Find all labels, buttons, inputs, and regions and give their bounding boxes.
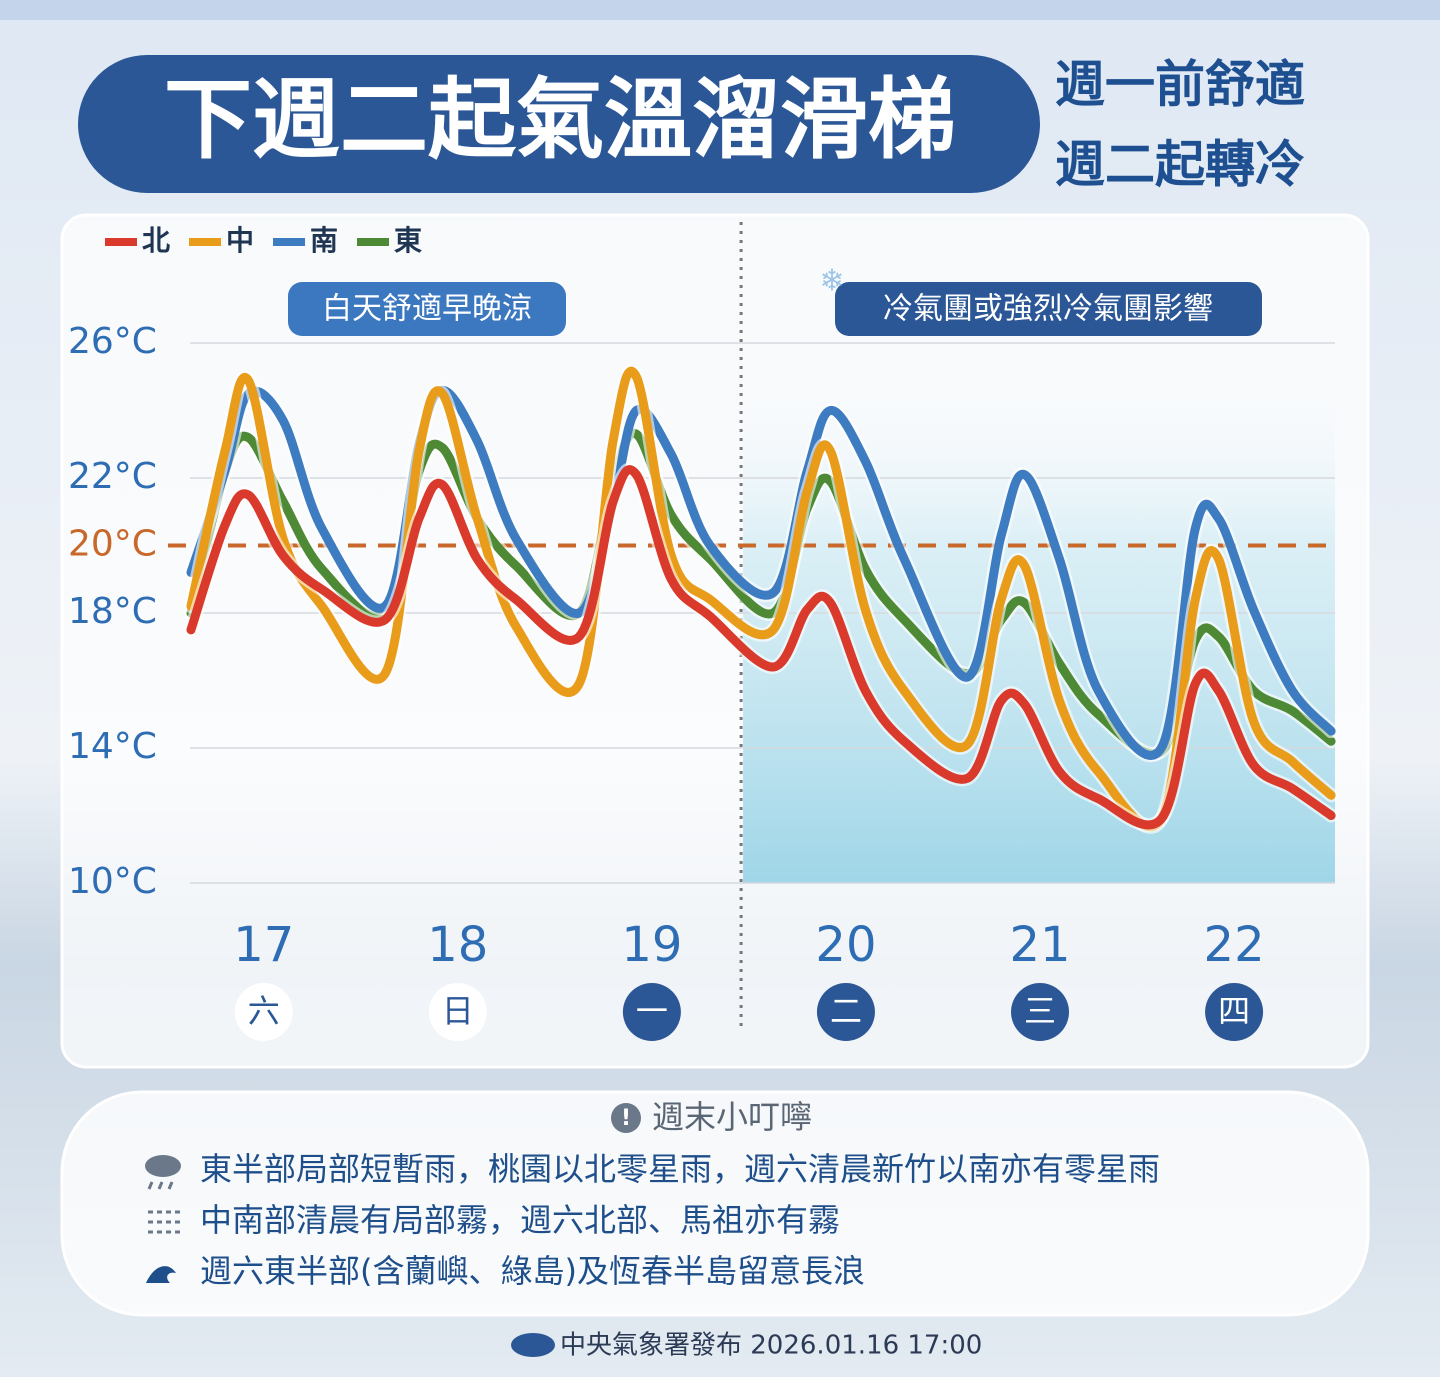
legend-label: 中 [226,224,254,257]
weekday-label: 三 [1024,992,1056,1030]
notice-item: 中南部清晨有局部霧，週六北部、馬祖亦有霧 [200,1201,840,1239]
y-tick-label: 10°C [68,861,157,902]
rain-icon [145,1155,181,1190]
weekday-label: 四 [1218,992,1250,1030]
y-tick-label: 20°C [68,524,157,565]
x-tick-label: 20 [815,917,876,973]
legend-label: 南 [310,224,338,257]
annotation: 白天舒適早晚涼 [322,292,532,327]
weekday-badge [1011,983,1070,1041]
notice-title: 週末小叮嚀 [652,1098,812,1136]
series-line [186,465,1336,830]
y-tick-label: 26°C [68,321,157,362]
weekday-badge [428,983,487,1041]
y-tick-label: 22°C [68,456,157,497]
weekday-label: 一 [636,992,668,1030]
weekday-badge [816,983,875,1041]
x-tick-label: 22 [1204,917,1265,973]
notice-icon-mark: ! [621,1106,631,1131]
annotation-pill [835,282,1262,336]
footer: 中央氣象署發布 2026.01.16 17:00 [560,1331,982,1361]
agency-logo [511,1333,555,1357]
legend-label: 北 [142,224,170,257]
top-band [0,0,1440,20]
snowflake-icon: ❄ [819,264,844,299]
notice-item: 週六東半部(含蘭嶼、綠島)及恆春半島留意長浪 [200,1252,865,1290]
weekday-badge [1205,983,1264,1041]
x-tick-label: 19 [621,917,682,973]
weekday-badge [234,983,293,1041]
notice-item: 東半部局部短暫雨，桃園以北零星雨，週六清晨新竹以南亦有零星雨 [200,1150,1160,1188]
notice-panel [60,1090,1370,1317]
legend-label: 東 [394,224,422,257]
subtitle: 週二起轉冷 [1055,136,1305,194]
series-line [186,385,1336,760]
wave-icon [146,1266,176,1283]
annotation: 冷氣團或強烈冷氣團影響 [883,292,1213,327]
x-tick-label: 21 [1009,917,1070,973]
y-tick-label: 18°C [68,591,157,632]
y-tick-label: 14°C [68,726,157,767]
weekday-label: 日 [442,992,474,1030]
title-pill [78,55,1040,193]
notice-icon [611,1103,641,1133]
weekday-label: 二 [830,992,862,1030]
annotation-pill [288,282,566,336]
weekday-label: 六 [248,992,280,1030]
x-tick-label: 18 [427,917,488,973]
subtitle: 週一前舒適 [1055,56,1305,114]
title: 下週二起氣溫溜滑梯 [164,68,956,171]
x-tick-label: 17 [233,917,294,973]
plot: 10°C 14°C 18°C 20°C 22°C 26°C 17 六 18 日 19 一 20 二 21 三 2… [68,222,1339,1041]
weekday-badge [622,983,681,1041]
